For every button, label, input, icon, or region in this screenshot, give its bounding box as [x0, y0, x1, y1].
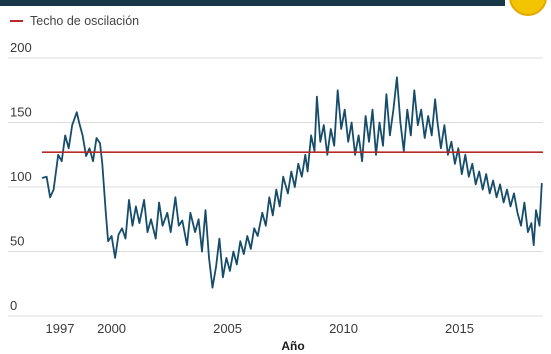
ceiling-legend-swatch	[10, 20, 23, 22]
y-tick-label-200: 200	[10, 40, 32, 55]
x-axis-title: Año	[281, 339, 304, 353]
x-tick-label-2005: 2005	[213, 321, 242, 336]
ceiling-legend-label: Techo de oscilación	[30, 14, 140, 28]
x-tick-label-2000: 2000	[97, 321, 126, 336]
y-tick-label-50: 50	[10, 234, 24, 249]
y-tick-label-150: 150	[10, 105, 32, 120]
legend: Techo de oscilación	[10, 12, 139, 30]
series-line-0	[41, 76, 543, 289]
x-tick-label-1997: 1997	[46, 321, 75, 336]
series-layer	[41, 76, 543, 289]
y-tick-label-100: 100	[10, 169, 32, 184]
header-bar	[0, 0, 505, 6]
y-tick-label-0: 0	[10, 298, 17, 313]
gridlines	[8, 57, 543, 317]
x-tick-label-2015: 2015	[445, 321, 474, 336]
y-axis: 0 50 100 150 200	[10, 40, 32, 313]
x-tick-label-2010: 2010	[329, 321, 358, 336]
x-axis: 1997 2000 2005 2010 2015	[46, 321, 474, 336]
